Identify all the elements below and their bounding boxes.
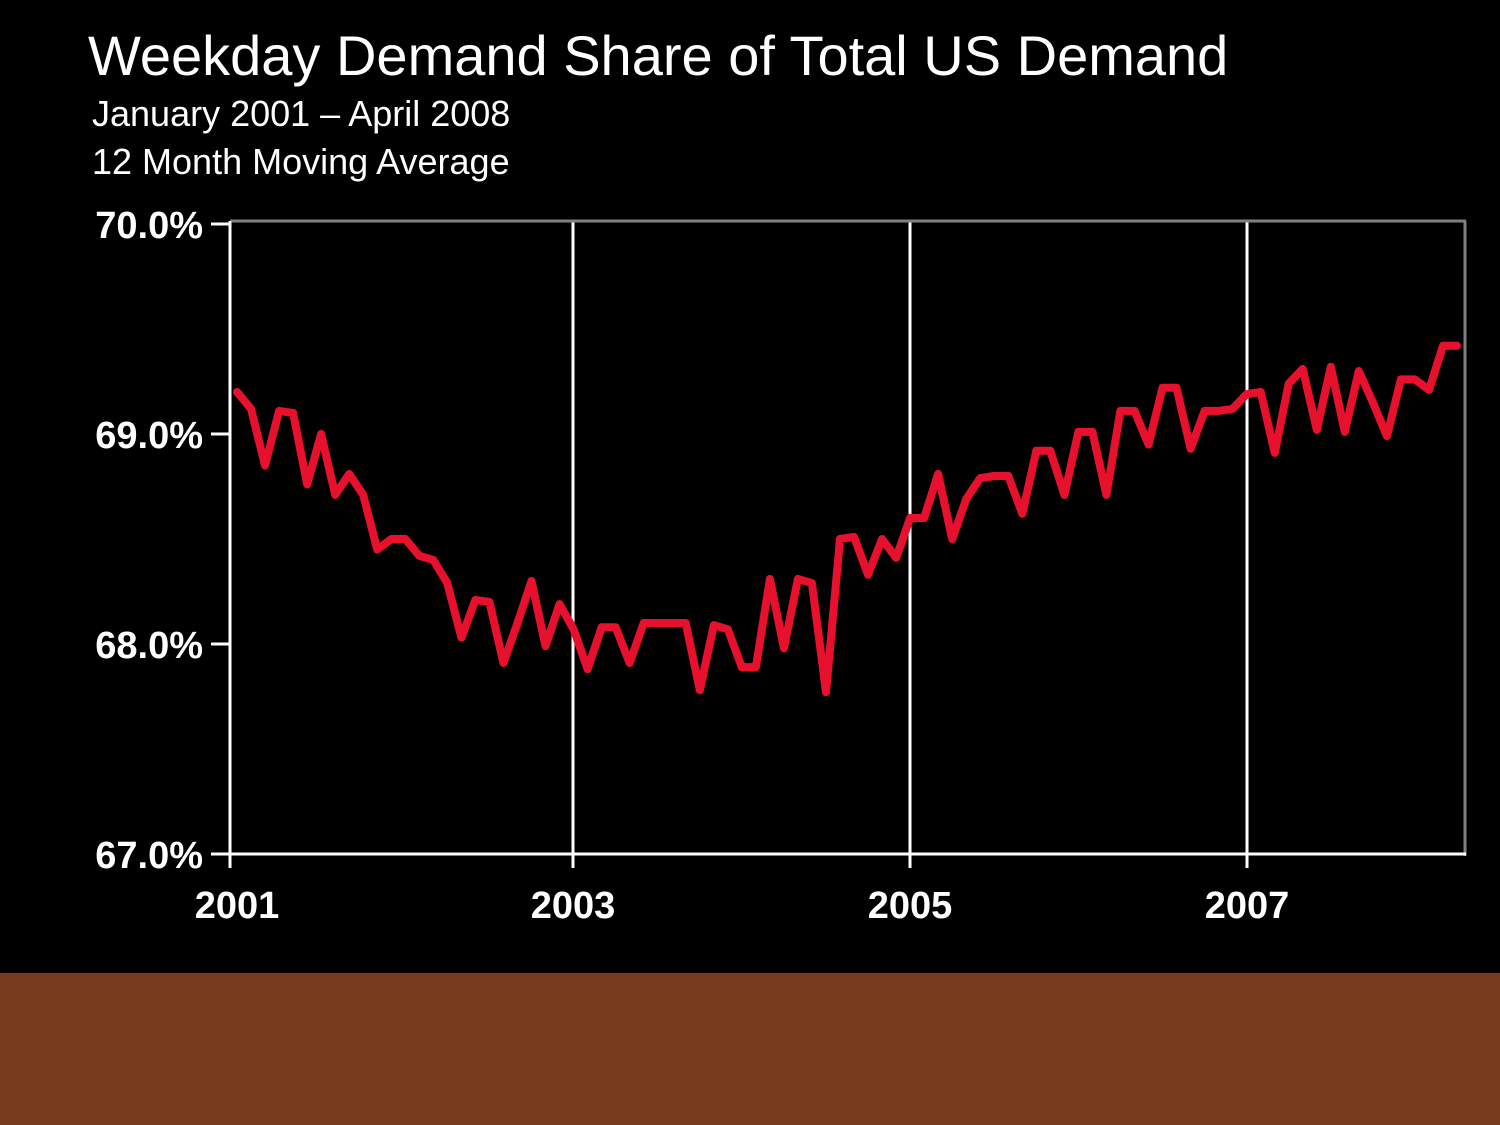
y-tick-label-70: 70.0% — [95, 205, 203, 247]
x-tick-label-2007: 2007 — [1205, 885, 1290, 927]
y-tick-label-67: 67.0% — [95, 835, 203, 877]
y-tick-label-68: 68.0% — [95, 625, 203, 667]
subtitle-moving-average-note: 12 Month Moving Average — [92, 141, 510, 182]
x-tick-label-2001: 2001 — [195, 885, 280, 927]
y-tick-label-69: 69.0% — [95, 415, 203, 457]
footer-accent-bar — [0, 973, 1500, 1125]
demand-share-line — [233, 341, 1461, 697]
subtitle-date-range: January 2001 – April 2008 — [92, 93, 511, 134]
x-tick-label-2005: 2005 — [868, 885, 953, 927]
x-tick-label-2003: 2003 — [531, 885, 616, 927]
page-title: Weekday Demand Share of Total US Demand — [88, 24, 1229, 87]
